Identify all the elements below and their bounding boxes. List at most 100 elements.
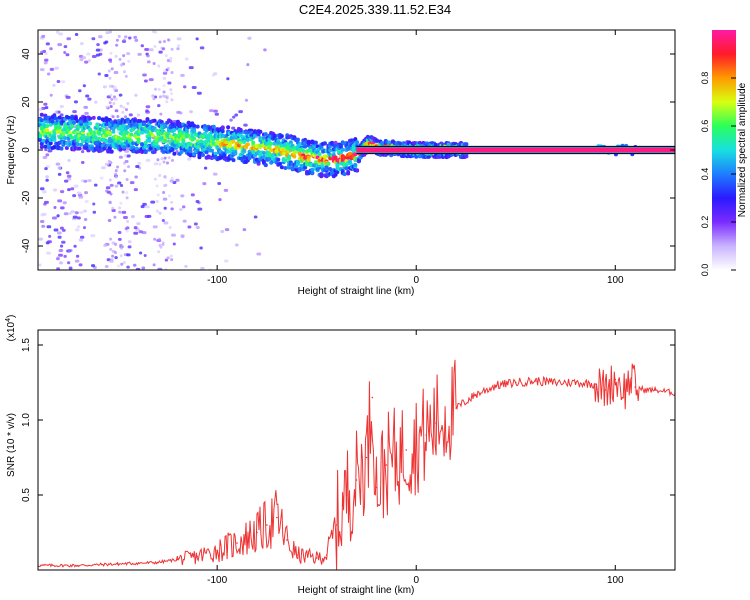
- spectrogram-noise-cell: [122, 38, 126, 42]
- spectrogram-noise-cell: [52, 188, 58, 192]
- spectrogram-noise-cell: [184, 57, 189, 61]
- snr-y-label: SNR (10 * v/v): [6, 413, 17, 477]
- spectrogram-noise-cell: [161, 94, 165, 98]
- spectrogram-noise-cell: [157, 237, 161, 241]
- spectrogram-ridge-cell: [306, 140, 311, 145]
- spectrogram-noise-cell: [122, 54, 126, 58]
- spectrogram-ridge-cell: [184, 128, 189, 133]
- snr-point: [196, 555, 199, 558]
- spectrogram-ridge-cell: [179, 149, 184, 154]
- x-tick-label: -100: [207, 575, 227, 586]
- snr-point: [604, 389, 607, 391]
- spectrogram-noise-cell: [244, 98, 248, 102]
- spectrogram-noise-cell: [126, 154, 131, 158]
- spectrogram-ridge-cell: [278, 161, 283, 166]
- spectrogram-noise-cell: [223, 188, 229, 192]
- spectrogram-ridge-cell: [322, 141, 327, 146]
- spectrogram-ridge-cell: [226, 125, 231, 130]
- spectrogram-ridge-cell: [61, 131, 66, 136]
- spectrogram-ridge-cell: [335, 162, 340, 167]
- spectrogram-noise-cell: [43, 61, 48, 65]
- spectrogram-noise-cell: [143, 254, 147, 258]
- spectrogram-noise-cell: [73, 184, 79, 188]
- spectrogram-ridge-cell: [276, 157, 281, 162]
- spectrogram-ridge-cell: [131, 141, 136, 146]
- spectrogram-noise-cell: [172, 120, 178, 124]
- spectrogram-noise-cell: [142, 73, 147, 77]
- spectrogram-noise-cell: [49, 47, 53, 51]
- spectrogram-noise-cell: [140, 205, 145, 209]
- spectrogram-ridge-cell: [118, 147, 123, 152]
- spectrogram-noise-cell: [164, 258, 169, 262]
- spectrogram-ridge-cell: [220, 125, 225, 130]
- spectrogram-noise-cell: [93, 183, 98, 187]
- spectrogram-ridge-cell: [251, 140, 256, 145]
- spectrogram-noise-cell: [61, 228, 66, 232]
- spectrogram-noise-cell: [235, 243, 239, 247]
- colorbar-tick-label: 0.4: [700, 168, 710, 181]
- spectrogram-noise-cell: [59, 261, 63, 265]
- spectrogram-ridge-cell: [163, 138, 168, 143]
- spectrogram-noise-cell: [163, 184, 167, 188]
- spectrogram-noise-cell: [70, 210, 76, 214]
- spectrogram-noise-cell: [65, 53, 70, 57]
- spectrogram-ridge-cell: [107, 131, 112, 136]
- spectrogram-noise-cell: [78, 195, 84, 199]
- spectrogram-noise-cell: [48, 234, 52, 238]
- spectrogram-noise-cell: [165, 96, 169, 100]
- spectrogram-noise-cell: [74, 259, 80, 263]
- spectrogram-ridge-cell: [353, 137, 358, 142]
- spectrogram-noise-cell: [139, 251, 143, 255]
- spectrogram-noise-cell: [171, 233, 176, 237]
- colorbar-tick-label: 0.6: [700, 120, 710, 133]
- spectrogram-ridge-cell: [80, 139, 85, 144]
- spectrogram-noise-cell: [54, 66, 59, 70]
- snr-point: [315, 557, 318, 559]
- spectrogram-noise-cell: [81, 150, 85, 154]
- spectrogram-ridge-cell: [50, 119, 55, 124]
- spectrogram-ridge-cell: [43, 144, 48, 149]
- spectrogram-noise-cell: [113, 71, 119, 75]
- spectrogram-ridge-cell: [39, 145, 44, 150]
- snr-point: [345, 494, 348, 496]
- spectrogram-cells: [38, 30, 638, 270]
- spectrogram-noise-cell: [65, 171, 70, 175]
- spectrogram-noise-cell: [119, 184, 124, 188]
- spectrogram-noise-cell: [91, 37, 96, 41]
- spectrogram-noise-cell: [122, 161, 126, 165]
- spectrogram-ridge-cell: [174, 133, 179, 138]
- spectrogram-ridge-cell: [48, 141, 53, 146]
- reference-band: [356, 145, 675, 155]
- spectrogram-noise-cell: [144, 215, 149, 219]
- spectrogram-noise-cell: [136, 222, 141, 226]
- spectrogram-noise-cell: [122, 260, 126, 264]
- spectrogram-noise-cell: [42, 156, 48, 160]
- spectrogram-noise-cell: [170, 200, 174, 204]
- spectrogram-ridge-cell: [38, 137, 42, 142]
- spectrogram-noise-cell: [152, 225, 158, 229]
- spectrogram-noise-cell: [176, 37, 182, 41]
- spectrogram-noise-cell: [137, 52, 142, 56]
- spectrogram-noise-cell: [67, 188, 71, 192]
- spectrogram-noise-cell: [162, 197, 168, 201]
- spectrogram-ridge-cell: [295, 137, 300, 142]
- spectrogram-noise-cell: [166, 161, 170, 165]
- spectrogram-noise-cell: [38, 263, 42, 267]
- spectrogram-y-label: Frequency (Hz): [6, 116, 17, 185]
- spectrogram-noise-cell: [175, 150, 179, 154]
- spectrogram-noise-cell: [115, 43, 119, 47]
- spectrogram-noise-cell: [135, 165, 140, 169]
- spectrogram-noise-cell: [109, 192, 113, 196]
- spectrogram-ridge-cell: [172, 151, 177, 156]
- spectrogram-noise-cell: [128, 113, 133, 117]
- spectrogram-ridge-cell: [150, 133, 155, 138]
- spectrogram-ridge-cell: [333, 140, 338, 145]
- snr-point: [116, 563, 119, 565]
- spectrogram-noise-cell: [169, 88, 173, 92]
- spectrogram-noise-cell: [125, 196, 129, 200]
- snr-point: [614, 378, 617, 381]
- snr-point: [415, 441, 418, 444]
- snr-y-multiplier: (x104): [5, 315, 17, 342]
- spectrogram-ridge-cell: [63, 122, 68, 127]
- spectrogram-noise-cell: [112, 102, 116, 106]
